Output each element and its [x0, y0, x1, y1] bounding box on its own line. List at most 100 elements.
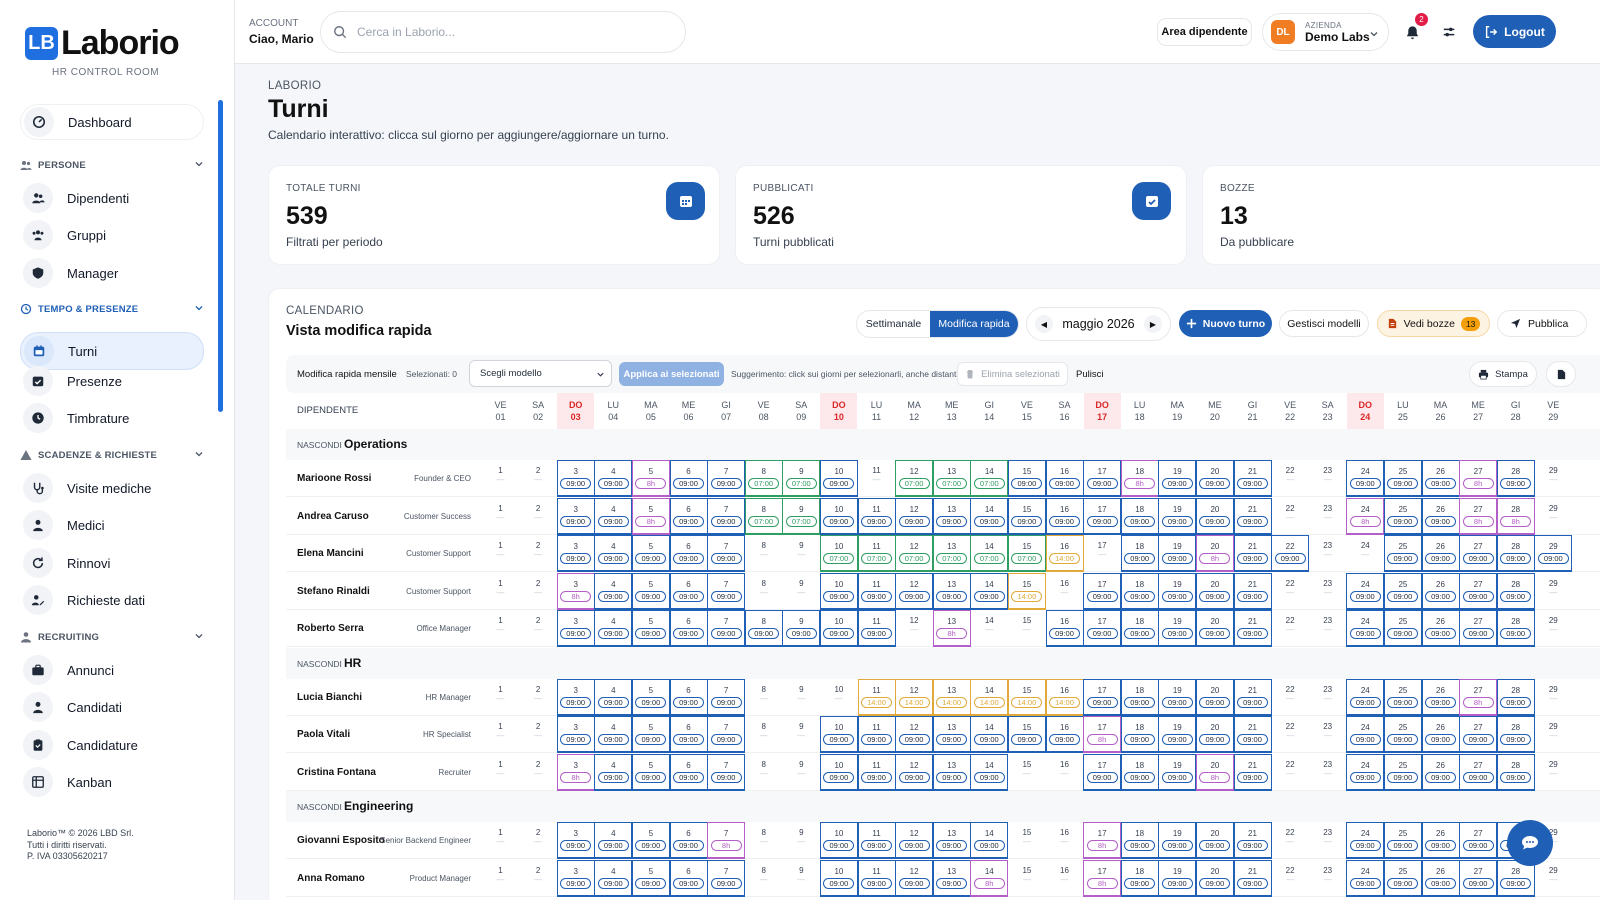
- day-cell[interactable]: 10 09:00: [819, 460, 858, 497]
- shift-chip[interactable]: 07:00: [898, 478, 930, 489]
- day-cell[interactable]: 13 09:00: [932, 753, 971, 791]
- shift-chip[interactable]: 09:00: [597, 590, 629, 602]
- day-cell[interactable]: 22—: [1271, 822, 1309, 859]
- shift-chip[interactable]: 07:00: [973, 553, 1005, 564]
- day-cell[interactable]: 24 09:00: [1346, 610, 1385, 647]
- day-cell[interactable]: 5 09:00: [631, 572, 670, 610]
- shift-chip[interactable]: 09:00: [1462, 590, 1494, 602]
- shift-chip[interactable]: 09:00: [710, 515, 742, 527]
- shift-chip[interactable]: 09:00: [1237, 478, 1268, 489]
- shift-chip[interactable]: 09:00: [597, 628, 629, 639]
- shift-chip[interactable]: 09:00: [898, 590, 930, 602]
- day-cell[interactable]: 27 09:00: [1459, 535, 1498, 572]
- day-cell[interactable]: 7 09:00: [707, 572, 746, 610]
- day-cell[interactable]: 17 09:00: [1083, 610, 1122, 647]
- employee-name[interactable]: Paola Vitali: [297, 729, 351, 740]
- shift-chip[interactable]: 09:00: [597, 877, 629, 889]
- shift-chip[interactable]: 09:00: [710, 590, 742, 602]
- shift-chip[interactable]: 09:00: [1199, 590, 1231, 602]
- day-cell[interactable]: 2—: [519, 679, 557, 716]
- day-cell[interactable]: 15 09:00: [1007, 497, 1046, 535]
- shift-chip[interactable]: 09:00: [1387, 590, 1419, 602]
- day-cell[interactable]: 27 09:00: [1459, 753, 1498, 791]
- shift-chip[interactable]: 09:00: [1124, 771, 1156, 783]
- day-cell[interactable]: 24 09:00: [1346, 678, 1385, 716]
- day-cell[interactable]: 29—: [1534, 610, 1572, 647]
- day-cell[interactable]: 29—: [1534, 860, 1572, 897]
- day-cell[interactable]: 15—: [1008, 754, 1046, 791]
- day-cell[interactable]: 8—: [745, 860, 783, 897]
- shift-chip[interactable]: 14:00: [1049, 553, 1080, 564]
- shift-chip[interactable]: 09:00: [673, 771, 704, 783]
- section-tempo-presenze[interactable]: TEMPO & PRESENZE: [20, 301, 204, 317]
- shift-chip[interactable]: 09:00: [673, 840, 704, 851]
- shift-chip[interactable]: 09:00: [710, 478, 742, 489]
- day-cell[interactable]: 6 09:00: [669, 678, 708, 716]
- day-cell[interactable]: 11 09:00: [857, 822, 896, 859]
- shift-chip[interactable]: 09:00: [1387, 877, 1419, 889]
- shift-chip[interactable]: 09:00: [823, 734, 855, 745]
- shift-chip[interactable]: 09:00: [748, 628, 780, 639]
- day-cell[interactable]: 4 09:00: [594, 460, 633, 497]
- shift-chip[interactable]: 09:00: [1049, 734, 1080, 745]
- day-cell[interactable]: 9—: [782, 754, 820, 791]
- day-cell[interactable]: 29—: [1534, 679, 1572, 716]
- shift-chip[interactable]: 09:00: [861, 734, 892, 745]
- day-cell[interactable]: 7 09:00: [707, 497, 746, 535]
- day-cell[interactable]: 6 09:00: [669, 572, 708, 610]
- shift-chip[interactable]: 09:00: [710, 696, 742, 708]
- day-cell[interactable]: 5 8h: [631, 460, 670, 497]
- shift-chip[interactable]: 09:00: [1237, 590, 1268, 602]
- shift-chip[interactable]: 09:00: [823, 515, 855, 527]
- shift-chip[interactable]: 14:00: [973, 696, 1005, 708]
- shift-chip[interactable]: 09:00: [635, 771, 667, 783]
- day-cell[interactable]: 26 09:00: [1421, 822, 1460, 859]
- day-cell[interactable]: 29—: [1534, 460, 1572, 497]
- shift-chip[interactable]: 09:00: [597, 771, 629, 783]
- day-cell[interactable]: 3 09:00: [556, 822, 595, 859]
- shift-chip[interactable]: 09:00: [635, 590, 667, 602]
- day-cell[interactable]: 7 09:00: [707, 753, 746, 791]
- sidebar-item-gruppi[interactable]: Gruppi: [20, 217, 204, 253]
- day-cell[interactable]: 16—: [1046, 573, 1084, 610]
- shift-chip[interactable]: 09:00: [560, 553, 592, 564]
- shift-chip[interactable]: 14:00: [898, 696, 930, 708]
- shift-chip[interactable]: 09:00: [1349, 771, 1381, 783]
- day-cell[interactable]: 19 09:00: [1158, 753, 1197, 791]
- day-cell[interactable]: 16 14:00: [1045, 535, 1084, 572]
- day-cell[interactable]: 2—: [519, 610, 557, 647]
- day-cell[interactable]: 12 07:00: [895, 535, 934, 572]
- day-cell[interactable]: 5 09:00: [631, 716, 670, 753]
- shift-chip[interactable]: 09:00: [673, 877, 704, 889]
- day-cell[interactable]: 11 09:00: [857, 753, 896, 791]
- day-cell[interactable]: 10 09:00: [819, 859, 858, 897]
- shift-chip[interactable]: 09:00: [823, 840, 855, 851]
- shift-chip[interactable]: 8h: [635, 515, 667, 527]
- day-cell[interactable]: 12 09:00: [895, 716, 934, 753]
- shift-chip[interactable]: 09:00: [1199, 696, 1231, 708]
- shift-chip[interactable]: 09:00: [1425, 515, 1456, 527]
- shift-chip[interactable]: 09:00: [1237, 553, 1268, 564]
- notifications-button[interactable]: 2: [1398, 13, 1428, 46]
- day-cell[interactable]: 17 8h: [1083, 716, 1122, 753]
- day-cell[interactable]: 14 09:00: [970, 497, 1009, 535]
- section-persone[interactable]: PERSONE: [20, 157, 204, 173]
- day-cell[interactable]: 6 09:00: [669, 535, 708, 572]
- shift-chip[interactable]: 09:00: [1237, 628, 1268, 639]
- day-cell[interactable]: 9—: [782, 679, 820, 716]
- shift-chip[interactable]: 8h: [710, 840, 742, 851]
- shift-chip[interactable]: 09:00: [1500, 771, 1532, 783]
- shift-chip[interactable]: 09:00: [898, 840, 930, 851]
- shift-chip[interactable]: 09:00: [1349, 478, 1381, 489]
- day-cell[interactable]: 26 09:00: [1421, 572, 1460, 610]
- shift-chip[interactable]: 8h: [1500, 515, 1532, 527]
- day-cell[interactable]: 14 14:00: [970, 678, 1009, 716]
- shift-chip[interactable]: 8h: [973, 877, 1005, 889]
- day-cell[interactable]: 9—: [782, 716, 820, 753]
- shift-chip[interactable]: 09:00: [1387, 734, 1419, 745]
- section-recruiting[interactable]: RECRUITING: [20, 629, 204, 645]
- day-cell[interactable]: 24 09:00: [1346, 822, 1385, 859]
- delete-selected-button[interactable]: Elimina selezionati: [957, 362, 1068, 386]
